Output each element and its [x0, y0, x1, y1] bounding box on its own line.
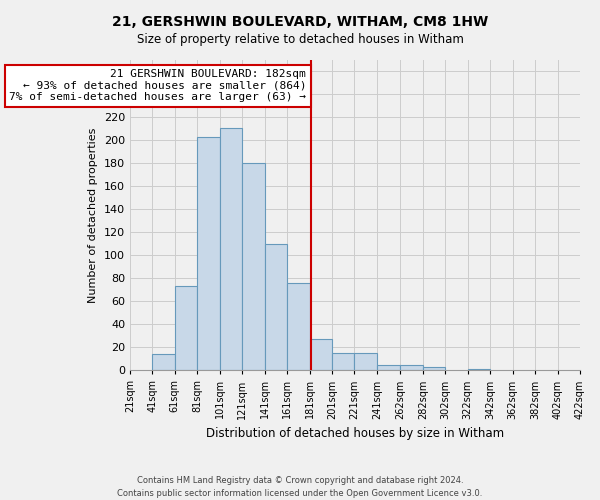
Bar [197, 137, 220, 370]
Text: Size of property relative to detached houses in Witham: Size of property relative to detached ho… [137, 32, 463, 46]
Bar [287, 283, 310, 370]
Bar [242, 164, 265, 370]
Bar [400, 364, 423, 370]
Bar [468, 369, 490, 370]
Text: 21 GERSHWIN BOULEVARD: 182sqm
← 93% of detached houses are smaller (864)
7% of s: 21 GERSHWIN BOULEVARD: 182sqm ← 93% of d… [9, 69, 306, 102]
Y-axis label: Number of detached properties: Number of detached properties [88, 128, 98, 303]
Bar [332, 353, 355, 370]
Text: 21, GERSHWIN BOULEVARD, WITHAM, CM8 1HW: 21, GERSHWIN BOULEVARD, WITHAM, CM8 1HW [112, 15, 488, 29]
X-axis label: Distribution of detached houses by size in Witham: Distribution of detached houses by size … [206, 427, 504, 440]
Text: Contains HM Land Registry data © Crown copyright and database right 2024.
Contai: Contains HM Land Registry data © Crown c… [118, 476, 482, 498]
Bar [377, 364, 400, 370]
Bar [423, 367, 445, 370]
Bar [152, 354, 175, 370]
Bar [220, 128, 242, 370]
Bar [310, 339, 332, 370]
Bar [355, 353, 377, 370]
Bar [175, 286, 197, 370]
Bar [265, 244, 287, 370]
